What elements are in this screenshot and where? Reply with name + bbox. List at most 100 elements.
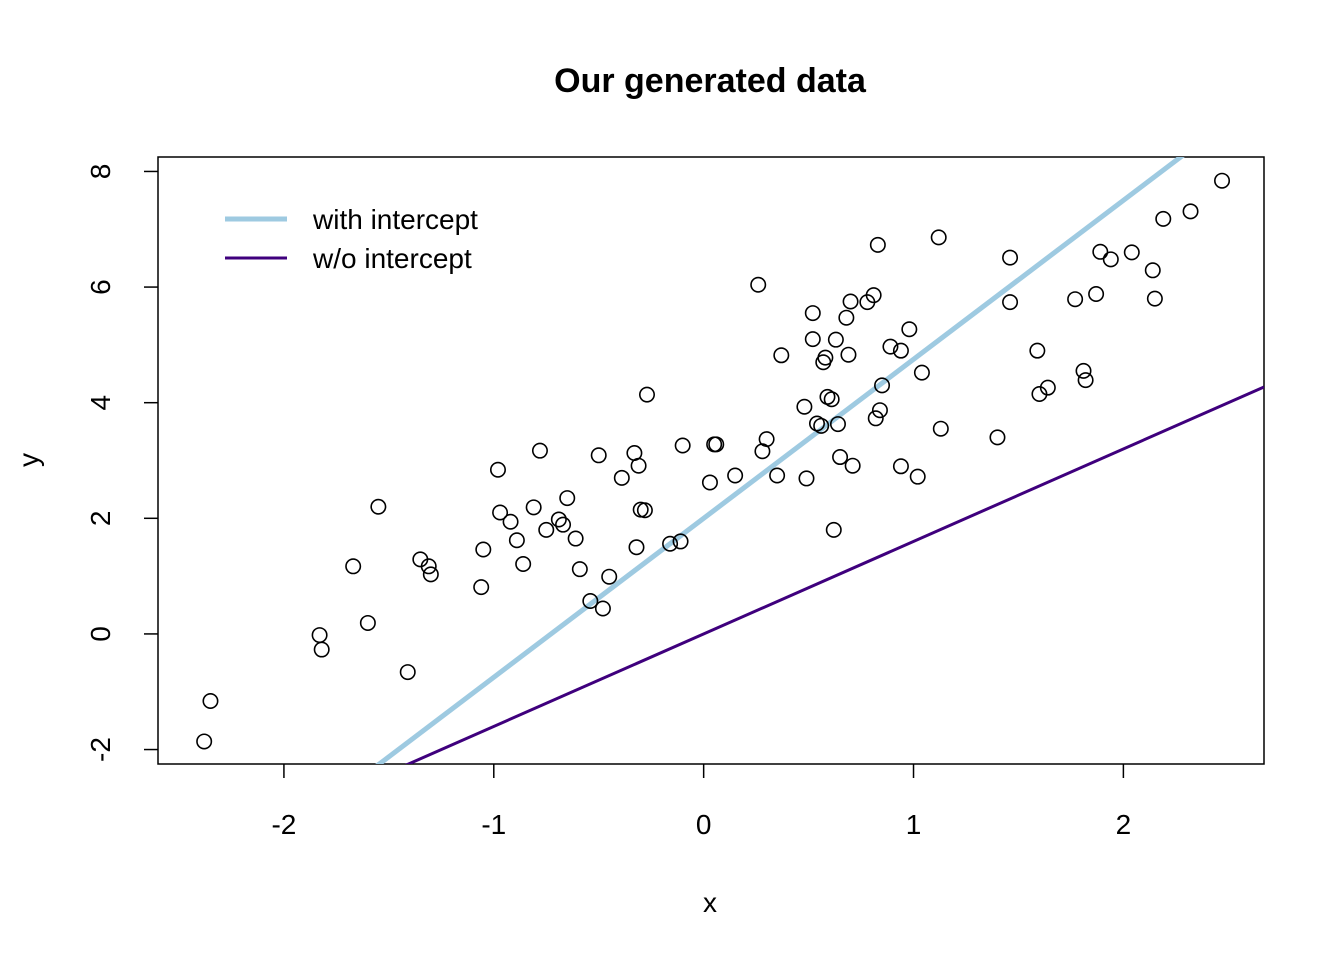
fit-line-with-intercept [375,157,1185,764]
data-point [829,416,846,433]
data-point [882,338,899,355]
data-point [636,502,653,519]
y-tick-label: -2 [85,737,116,762]
data-point [590,447,607,464]
data-point [1146,290,1163,307]
data-point [672,533,689,550]
data-point [832,449,849,466]
data-point [1155,210,1172,227]
data-point [582,592,599,609]
y-tick-label: 4 [85,395,116,411]
data-point [538,521,555,538]
chart-title: Our generated data [554,62,867,100]
data-point [869,236,886,253]
data-point [1075,362,1092,379]
data-point [313,641,330,658]
data-point [202,692,219,709]
data-point [769,467,786,484]
data-point [1067,291,1084,308]
data-point [727,467,744,484]
data-point [473,579,490,596]
data-point [311,627,328,644]
data-point [1144,262,1161,279]
x-axis-label: x [703,887,717,918]
legend: with intercept w/o intercept [225,204,478,274]
data-point [1123,244,1140,261]
data-point [827,331,844,348]
data-point [475,541,492,558]
data-point [571,561,588,578]
y-tick-label: 2 [85,511,116,527]
data-point [804,305,821,322]
data-point [531,442,548,459]
data-point [399,664,416,681]
data-point [359,614,376,631]
data-point [567,530,584,547]
data-point [559,490,576,507]
data-point [1088,286,1105,303]
data-point [420,558,437,575]
y-tick-label: 0 [85,626,116,642]
data-point [662,535,679,552]
data-point [840,346,857,363]
x-tick-label: -1 [481,809,506,840]
data-point [901,321,918,338]
fit-lines [375,157,1264,764]
data-point [930,229,947,246]
data-point [838,309,855,326]
data-point [865,287,882,304]
data-point [370,498,387,515]
data-point [628,539,645,556]
data-point [844,457,861,474]
data-point [1182,203,1199,220]
data-point [913,364,930,381]
data-point [638,386,655,403]
data-point [594,600,611,617]
x-tick-label: 2 [1116,809,1132,840]
data-point [1002,294,1019,311]
data-point [796,398,813,415]
data-point [804,331,821,348]
data-point [508,532,525,549]
y-tick-label: 6 [85,279,116,295]
data-point [758,431,775,448]
legend-label-without-intercept: w/o intercept [312,243,472,274]
x-axis: -2 -1 0 1 2 [271,764,1131,840]
plot-frame [157,156,1265,765]
data-point [196,733,213,750]
data-point [708,436,725,453]
x-tick-label: 1 [906,809,922,840]
data-point [674,437,691,454]
y-tick-label: 8 [85,164,116,180]
data-point [932,420,949,437]
data-point [773,347,790,364]
data-point [1102,251,1119,268]
data-point [525,499,542,516]
data-point [1002,249,1019,266]
data-point [550,511,567,528]
data-point [813,417,830,434]
data-point [892,458,909,475]
data-point [892,342,909,359]
data-point [1077,372,1094,389]
data-point [345,558,362,575]
data-point [1039,379,1056,396]
data-point [871,402,888,419]
data-point [502,513,519,530]
data-point [492,504,509,521]
y-axis-label: y [13,453,44,467]
y-axis: -2 0 2 4 6 8 [85,164,158,762]
data-point [909,468,926,485]
data-point [750,276,767,293]
data-point [515,555,532,572]
x-tick-label: 0 [696,809,712,840]
data-point [874,377,891,394]
data-point [1029,342,1046,359]
data-point [817,349,834,366]
data-point [842,293,859,310]
data-point [1092,243,1109,260]
data-point [601,568,618,585]
data-point [867,410,884,427]
data-point [555,516,572,533]
